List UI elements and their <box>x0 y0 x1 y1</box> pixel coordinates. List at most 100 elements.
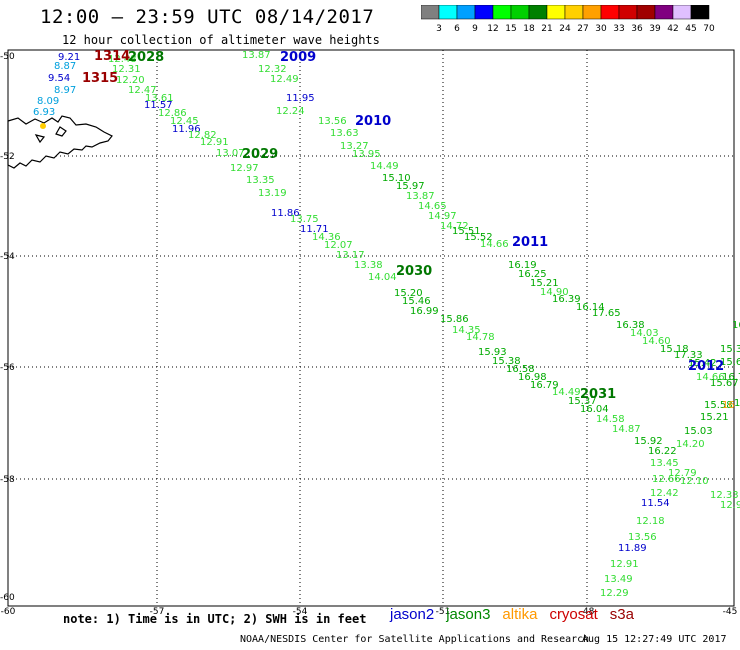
legend-jason3: jason3 <box>446 606 491 623</box>
wave-height-reading: 13.61 <box>145 93 174 104</box>
pass-label: 2012 <box>688 359 724 374</box>
lat-label: -56 <box>0 363 15 373</box>
wave-height-reading: 12.66 <box>652 474 681 485</box>
wave-height-reading: 13.56 <box>628 532 657 543</box>
wave-height-reading: 15.20 <box>394 288 423 299</box>
wave-height-reading: 16.39 <box>552 294 581 305</box>
wave-height-reading: 15.21 <box>700 412 729 423</box>
wave-height-reading: 14.03 <box>630 328 659 339</box>
pass-label: 2009 <box>280 50 316 65</box>
wave-height-reading: 12.33 <box>710 490 739 501</box>
wave-height-reading: 13.87 <box>242 50 271 61</box>
map-grid <box>8 50 734 606</box>
wave-height-reading: 14.97 <box>428 211 457 222</box>
wave-height-reading: 12.47 <box>128 85 157 96</box>
lat-label: -58 <box>0 475 15 485</box>
wave-height-reading: 16.25 <box>518 269 547 280</box>
wave-height-reading: 16.79 <box>530 380 559 391</box>
wave-height-reading: 16.99 <box>410 306 439 317</box>
wave-height-reading: 12.97 <box>230 163 259 174</box>
wave-height-reading: 13.63 <box>330 128 359 139</box>
wave-height-reading: 8.09 <box>37 96 59 107</box>
wave-height-reading: 16.74 <box>722 372 740 383</box>
wave-height-reading: 14.04 <box>368 272 397 283</box>
satellite-legend: jason2 jason3 altika cryosat s3a <box>390 606 646 623</box>
wave-height-reading: 6.93 <box>33 107 55 118</box>
wave-height-reading: 14.72 <box>440 221 469 232</box>
wave-height-reading: 13.45 <box>650 458 679 469</box>
wave-height-reading: 14.58 <box>596 414 625 425</box>
lat-label: -54 <box>0 252 15 262</box>
wave-height-reading: 11.89 <box>618 543 647 554</box>
colorbar-label: 6 <box>454 24 460 34</box>
pass-label: 1315 <box>82 71 118 86</box>
pass-label: 2029 <box>242 147 278 162</box>
wave-height-reading: 12.07 <box>324 240 353 251</box>
pass-label: 2031 <box>580 387 616 402</box>
colorbar-label: 24 <box>559 24 571 34</box>
wave-height-reading: 15.92 <box>634 436 663 447</box>
wave-height-reading: 16.58 <box>506 364 535 375</box>
colorbar-label: 36 <box>631 24 643 34</box>
wave-height-reading: 17.33 <box>674 350 703 361</box>
wave-height-reading: 17 <box>734 398 740 409</box>
wave-height-reading: 8.97 <box>54 85 76 96</box>
wave-height-reading: 15.21 <box>530 278 559 289</box>
wave-height-reading: 15.42 <box>688 358 717 369</box>
wave-height-reading: 15.58 <box>704 400 733 411</box>
colorbar-label: 39 <box>649 24 661 34</box>
wave-height-reading: 17.65 <box>592 308 621 319</box>
wave-height-reading: 15.52 <box>464 232 493 243</box>
lat-label: -60 <box>0 593 15 603</box>
lat-label: -52 <box>0 152 15 162</box>
pass-label: 2028 <box>128 50 164 65</box>
wave-height-reading: 12.48 <box>108 54 137 65</box>
wave-height-reading: 11.57 <box>144 100 173 111</box>
wave-height-reading: 15.46 <box>402 296 431 307</box>
wave-height-reading: 16 <box>732 320 740 331</box>
wave-height-reading: 13.56 <box>318 116 347 127</box>
wave-height-reading: 11.54 <box>641 498 670 509</box>
wave-height-reading: 14.36 <box>312 232 341 243</box>
wave-height-reading: 12.86 <box>158 108 187 119</box>
lon-label: -57 <box>150 607 165 617</box>
wave-height-reading: 14.66 <box>480 239 509 250</box>
wave-height-reading: 15.3 <box>720 344 740 355</box>
wave-height-reading: 12.45 <box>170 116 199 127</box>
page-subtitle: 12 hour collection of altimeter wave hei… <box>62 33 380 47</box>
wave-height-reading: 13.35 <box>246 175 275 186</box>
lon-label: -45 <box>723 607 738 617</box>
wave-height-reading: 15.67 <box>710 378 739 389</box>
wave-height-reading: 15.64 <box>720 357 740 368</box>
legend-s3a: s3a <box>609 606 634 623</box>
wave-height-reading: 13.07 <box>216 148 245 159</box>
wave-height-reading: 12.91 <box>610 559 639 570</box>
colorbar-label: 12 <box>487 24 498 34</box>
falkland-islands-coastline <box>7 115 113 169</box>
wave-height-reading: 16.38 <box>616 320 645 331</box>
wave-height-reading: 14.90 <box>540 287 569 298</box>
wave-height-reading: 14.49 <box>552 387 581 398</box>
wave-height-reading: 12.91 <box>200 137 229 148</box>
pass-label: 2030 <box>396 264 432 279</box>
lon-label: -48 <box>580 607 595 617</box>
wave-height-reading: 14.65 <box>418 201 447 212</box>
legend-altika: altika <box>502 606 538 623</box>
wave-height-reading: 15.86 <box>440 314 469 325</box>
wave-height-reading: 11.86 <box>271 208 300 219</box>
wave-height-reading: 15.18 <box>660 344 689 355</box>
wave-height-reading: 12.29 <box>600 588 629 599</box>
page-title: 12:00 – 23:59 UTC 08/14/2017 <box>40 6 375 28</box>
colorbar-label: 70 <box>703 24 715 34</box>
wave-height-reading: 12.49 <box>270 74 299 85</box>
pass-labels: 2028 2009 2010 2029 2030 2011 2031 2012 1314 1315 <box>82 49 724 402</box>
wave-height-reading: 15.10 <box>382 173 411 184</box>
wave-height-reading: 12.82 <box>188 130 217 141</box>
wave-height-reading: 15.38 <box>492 356 521 367</box>
wave-height-reading: 13.17 <box>336 250 365 261</box>
pass-label: 1314 <box>94 49 130 64</box>
colorbar-label: 21 <box>541 24 552 34</box>
wave-height-reading: 16.19 <box>508 260 537 271</box>
wave-height-reading: 12.24 <box>276 106 305 117</box>
wave-height-reading: 12.42 <box>650 488 679 499</box>
